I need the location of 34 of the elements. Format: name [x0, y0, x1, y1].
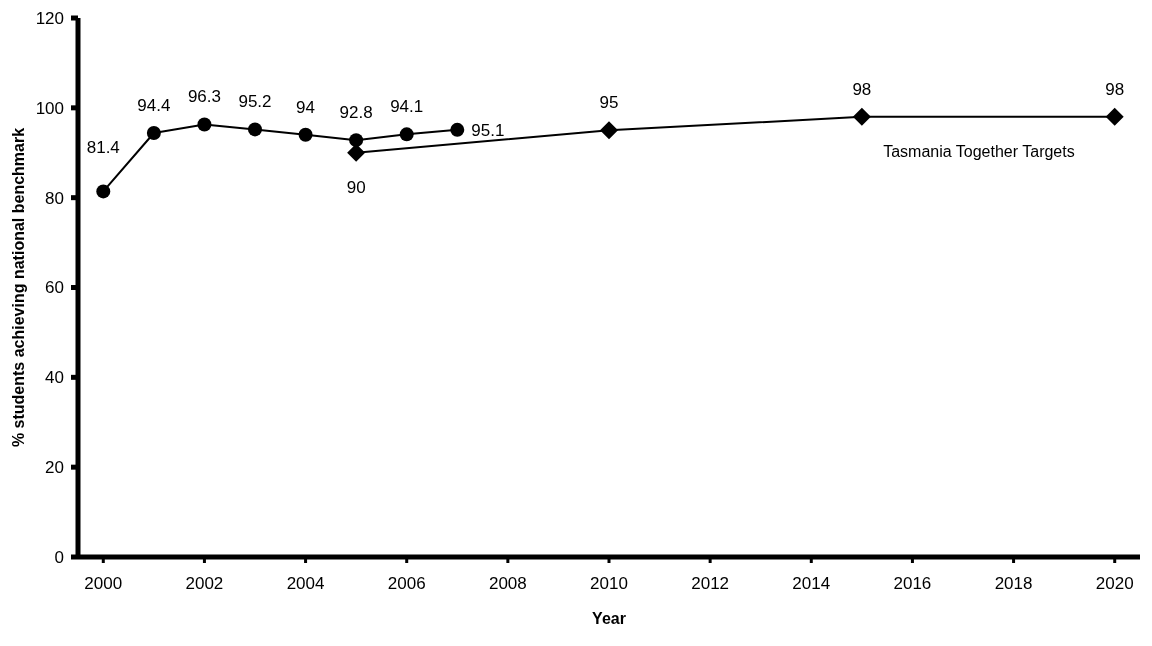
series-label: Tasmania Together Targets	[883, 142, 1075, 160]
x-tick-label: 2020	[1095, 574, 1134, 593]
data-label: 90	[346, 177, 366, 197]
x-tick-label: 2016	[893, 574, 932, 593]
y-tick-label: 0	[54, 547, 64, 567]
y-tick-label: 80	[45, 188, 64, 208]
data-label: 92.8	[339, 103, 373, 123]
data-label: 95.2	[238, 92, 272, 112]
y-tick-label: 100	[35, 98, 64, 118]
y-axis-title: % students achieving national benchmark	[10, 127, 27, 448]
data-label: 81.4	[86, 138, 120, 158]
data-label: 94.4	[137, 95, 171, 115]
y-tick-label: 20	[45, 458, 64, 478]
point	[450, 122, 465, 137]
x-tick-label: 2018	[994, 574, 1033, 593]
x-tick-label: 2000	[84, 574, 123, 593]
y-tick-label: 60	[45, 278, 64, 298]
data-label: 96.3	[187, 87, 221, 107]
x-tick-label: 2002	[185, 574, 224, 593]
x-tick-label: 2014	[792, 574, 831, 593]
x-tick-label: 2006	[387, 574, 426, 593]
data-label: 95	[599, 93, 619, 113]
y-tick-label: 120	[35, 8, 64, 28]
x-tick-label: 2010	[590, 574, 628, 593]
x-axis-title: Year	[592, 610, 626, 627]
data-label: 95.1	[471, 120, 505, 140]
y-tick-label: 40	[45, 368, 64, 388]
data-label: 98	[1105, 79, 1125, 99]
data-label: 94	[296, 97, 316, 117]
x-tick-label: 2008	[488, 574, 527, 593]
data-label: 94.1	[390, 97, 424, 117]
data-label: 98	[852, 79, 872, 99]
x-tick-label: 2004	[286, 574, 325, 593]
x-tick-label: 2012	[691, 574, 730, 593]
